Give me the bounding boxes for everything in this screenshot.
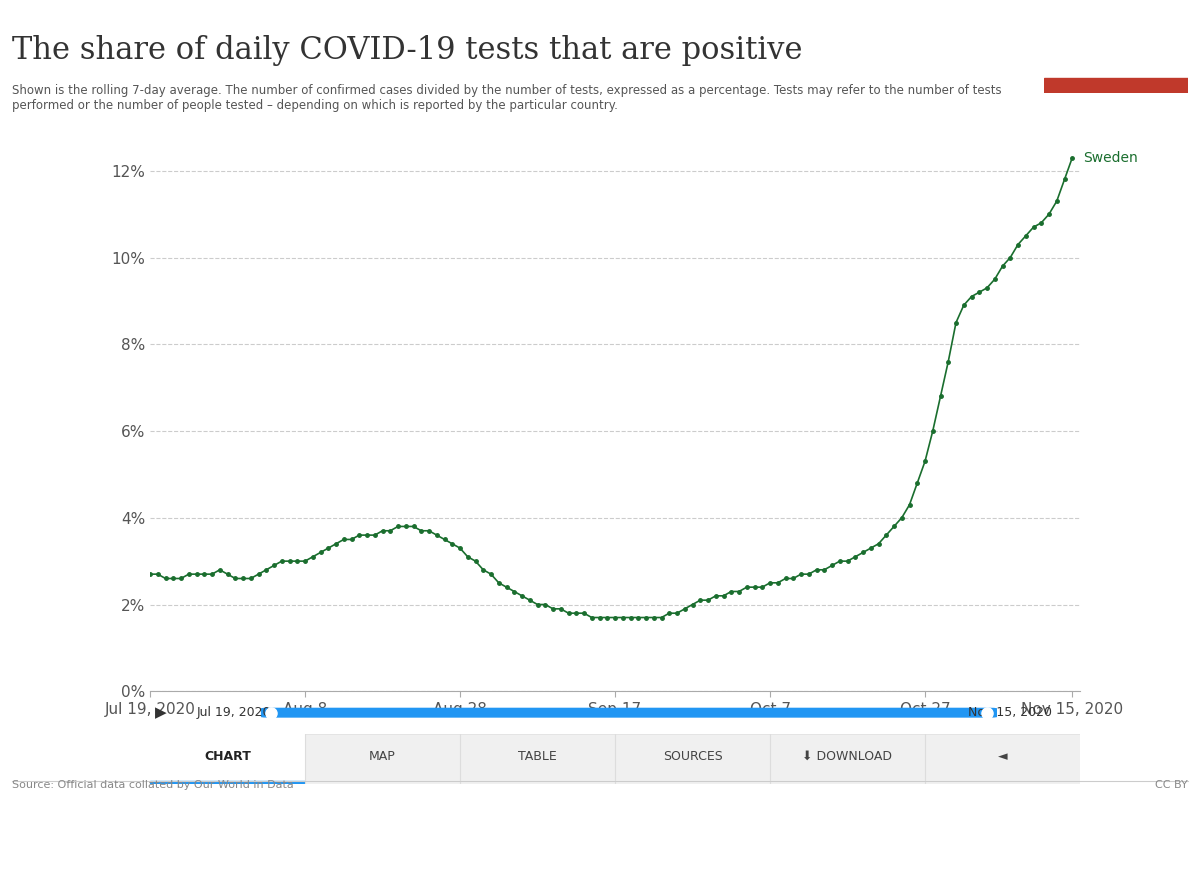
Text: The share of daily COVID-19 tests that are positive: The share of daily COVID-19 tests that a… <box>12 35 803 66</box>
Text: Shown is the rolling 7-day average. The number of confirmed cases divided by the: Shown is the rolling 7-day average. The … <box>12 84 1002 112</box>
Text: CC BY: CC BY <box>1156 780 1188 789</box>
Text: ⬇ DOWNLOAD: ⬇ DOWNLOAD <box>803 750 893 763</box>
Bar <box>150 781 305 784</box>
Text: SOURCES: SOURCES <box>662 750 722 763</box>
Text: TABLE: TABLE <box>518 750 557 763</box>
Bar <box>150 734 305 784</box>
Text: in Data: in Data <box>1092 56 1140 69</box>
Text: Jul 19, 2020: Jul 19, 2020 <box>197 707 271 719</box>
Bar <box>616 734 770 784</box>
Text: Nov 15, 2020: Nov 15, 2020 <box>968 707 1052 719</box>
Bar <box>925 734 1080 784</box>
Text: ◄: ◄ <box>997 750 1007 763</box>
Text: ▶: ▶ <box>155 705 167 720</box>
Text: CHART: CHART <box>204 750 251 763</box>
Text: Our World: Our World <box>1082 34 1150 48</box>
Bar <box>770 734 925 784</box>
Bar <box>1044 78 1188 93</box>
Bar <box>460 734 616 784</box>
Text: MAP: MAP <box>370 750 396 763</box>
Bar <box>305 734 460 784</box>
Text: Sweden: Sweden <box>1084 151 1138 165</box>
Text: Source: Official data collated by Our World in Data: Source: Official data collated by Our Wo… <box>12 780 294 789</box>
FancyBboxPatch shape <box>262 708 996 717</box>
